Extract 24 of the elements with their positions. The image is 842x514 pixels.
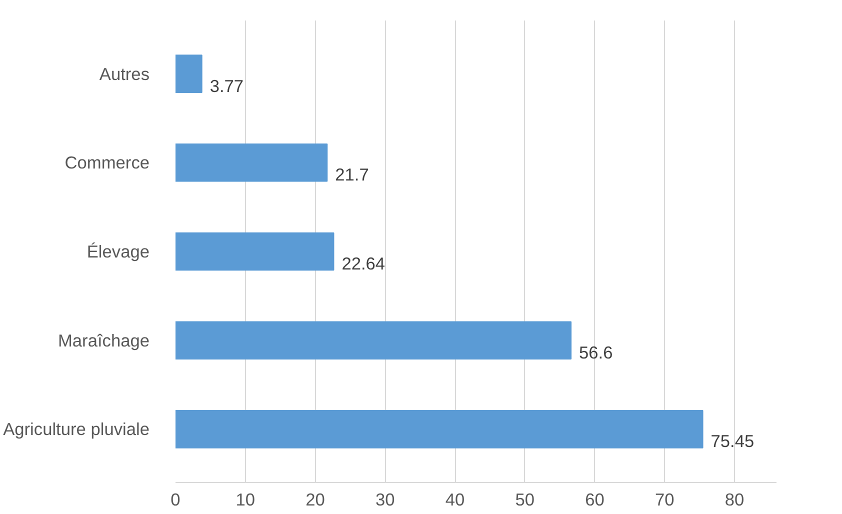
bar [176,232,334,271]
data-label: 56.6 [579,342,613,362]
bar [176,321,572,360]
y-tick-label: Élevage [86,242,150,262]
x-tick-label: 50 [515,490,535,510]
bar [176,410,704,448]
data-label: 3.77 [210,76,244,96]
bar [176,54,202,93]
data-label: 21.7 [335,164,369,185]
x-tick-label: 70 [655,490,674,510]
x-tick-label: 30 [376,490,395,510]
data-label: 22.64 [342,254,386,274]
y-tick-label: Autres [99,64,150,84]
x-tick-label: 10 [236,490,256,510]
x-tick-label: 60 [585,490,604,510]
bar [176,143,328,182]
x-tick-label: 20 [306,490,325,510]
data-label: 75.45 [710,431,754,452]
x-tick-label: 40 [445,490,465,510]
y-tick-label: Commerce [64,152,150,173]
x-tick-label: 0 [170,490,180,510]
y-tick-label: Maraîchage [58,330,150,350]
y-tick-label: Agriculture pluviale [3,419,150,440]
x-tick-label: 80 [724,490,744,510]
